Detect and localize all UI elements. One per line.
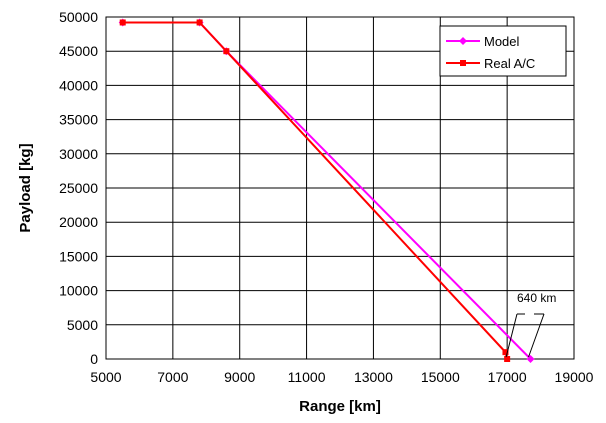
x-tick-label: 5000: [90, 369, 121, 385]
x-tick-label: 9000: [224, 369, 255, 385]
y-tick-label: 15000: [59, 248, 98, 264]
x-axis-title: Range [km]: [299, 398, 381, 415]
y-tick-label: 25000: [59, 180, 98, 196]
data-point: [196, 19, 203, 26]
y-tick-label: 0: [90, 351, 98, 367]
legend-entry: Real A/C: [446, 56, 535, 71]
data-point: [459, 37, 467, 45]
annotation-leader-line: [505, 313, 518, 358]
series-real-ac: [119, 19, 511, 362]
legend-label: Real A/C: [484, 56, 535, 71]
annotation-leader-line: [528, 313, 545, 358]
y-tick-label: 30000: [59, 146, 98, 162]
series-group: [118, 18, 535, 363]
legend-entry: Model: [446, 34, 520, 49]
annotation-label: 640 km: [517, 291, 556, 305]
y-tick-label: 5000: [67, 317, 98, 333]
x-tick-label: 13000: [354, 369, 393, 385]
x-tick-label: 17000: [488, 369, 527, 385]
y-tick-label: 50000: [59, 9, 98, 25]
y-axis-title: Payload [kg]: [17, 143, 34, 232]
legend: Model Real A/C: [439, 25, 567, 77]
data-point: [504, 356, 511, 362]
x-axis-ticks: 5000 7000 9000 11000 13000 15000 17000 19000: [90, 369, 593, 385]
y-axis-ticks: 0 5000 10000 15000 20000 25000 30000 35000 40000…: [59, 9, 98, 367]
range-difference-annotation: 640 km: [505, 291, 556, 358]
data-point: [119, 19, 126, 26]
y-tick-label: 20000: [59, 214, 98, 230]
y-tick-label: 35000: [59, 112, 98, 128]
y-tick-label: 45000: [59, 43, 98, 59]
legend-box: [439, 25, 567, 77]
data-point: [460, 60, 466, 66]
y-tick-label: 10000: [59, 283, 98, 299]
y-tick-label: 40000: [59, 77, 98, 93]
x-tick-label: 11000: [288, 369, 326, 385]
data-point: [502, 349, 509, 356]
x-tick-label: 19000: [555, 369, 594, 385]
x-tick-label: 7000: [157, 369, 188, 385]
legend-label: Model: [484, 34, 520, 49]
data-point: [223, 48, 230, 55]
plot-area: [105, 16, 575, 360]
x-tick-label: 15000: [421, 369, 460, 385]
